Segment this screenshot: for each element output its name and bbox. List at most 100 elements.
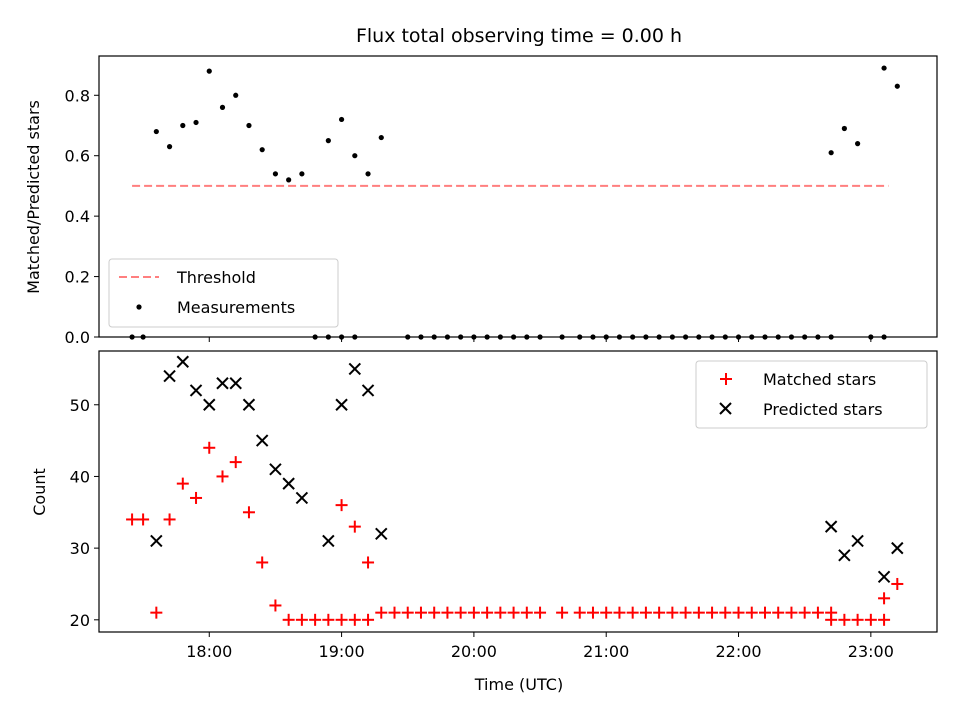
measurement-point	[206, 68, 212, 74]
measurement-point	[180, 122, 186, 129]
figure-title: Flux total observing time = 0.00 h	[356, 25, 682, 47]
measurement-point	[458, 334, 464, 340]
matched-star-point	[878, 592, 891, 605]
matched-star-point	[772, 606, 785, 619]
matched-star-point	[758, 606, 771, 619]
measurement-point	[590, 334, 596, 340]
predicted-star-stroke-b	[176, 355, 190, 368]
matched-star-point	[666, 606, 679, 619]
predicted-star-stroke-b	[838, 549, 851, 562]
predicted-star-stroke-b	[348, 362, 362, 376]
predicted-star-stroke-b	[851, 534, 864, 548]
matched-star-point	[441, 606, 454, 619]
predicted-star-stroke-b	[824, 520, 838, 533]
matched-star-point	[481, 606, 494, 619]
matched-star-point	[653, 606, 666, 619]
predicted-star-stroke-b	[322, 534, 335, 548]
matched-star-point	[295, 613, 308, 626]
matched-star-point	[613, 606, 626, 619]
legend-threshold-label: Threshold	[176, 268, 256, 287]
measurement-point	[630, 334, 636, 340]
measurement-point	[325, 334, 331, 340]
matched-star-point	[864, 613, 877, 626]
predicted-star-point	[838, 549, 851, 562]
measurement-point	[338, 116, 345, 123]
matched-star-point	[732, 606, 745, 619]
matched-star-point	[335, 499, 348, 512]
count-x-tick-label: 22:00	[715, 642, 761, 661]
measurement-point	[129, 334, 135, 340]
legend-measurements-swatch	[136, 304, 142, 310]
count-x-tick-label: 19:00	[319, 642, 365, 661]
predicted-star-stroke-b	[203, 398, 216, 411]
matched-star-point	[556, 606, 569, 619]
measurement-point	[299, 171, 305, 177]
count-marks	[126, 355, 904, 626]
measurement-point	[828, 334, 834, 340]
measurement-point	[365, 171, 371, 177]
predicted-star-stroke-b	[335, 398, 348, 411]
matched-star-point	[692, 606, 705, 619]
count-legend: Matched stars Predicted stars	[695, 360, 928, 429]
predicted-star-stroke-b	[189, 384, 203, 397]
predicted-star-point	[229, 377, 242, 390]
ratio-y-ticks: 0.0 0.2 0.4 0.6 0.8	[65, 86, 99, 347]
measurement-point	[246, 122, 252, 129]
predicted-star-point	[216, 377, 229, 390]
ratio-legend: Threshold Measurements	[108, 258, 339, 328]
measurement-point	[166, 144, 173, 150]
measurement-point	[616, 334, 623, 340]
matched-star-point	[745, 606, 758, 619]
measurement-point	[656, 334, 662, 340]
matched-star-point	[269, 599, 282, 612]
predicted-star-stroke-b	[891, 541, 904, 555]
matched-star-point	[851, 613, 864, 626]
matched-star-point	[414, 606, 427, 619]
matched-star-point	[811, 606, 824, 619]
measurement-point	[233, 92, 239, 98]
measurement-point	[881, 65, 887, 71]
measurement-point	[868, 334, 874, 340]
measurement-point	[841, 125, 847, 132]
matched-star-point	[573, 606, 586, 619]
measurement-point	[537, 334, 543, 340]
matched-star-point	[190, 491, 203, 504]
matched-star-point	[838, 613, 851, 626]
predicted-star-stroke-b	[282, 477, 295, 490]
measurement-point	[577, 334, 583, 340]
matched-star-point	[891, 577, 904, 590]
matched-star-point	[520, 606, 533, 619]
predicted-star-point	[203, 398, 216, 411]
predicted-star-point	[163, 369, 176, 383]
predicted-star-point	[824, 520, 838, 533]
matched-star-point	[362, 613, 375, 626]
measurement-point	[775, 334, 781, 340]
matched-star-point	[163, 513, 176, 526]
predicted-star-stroke-b	[216, 377, 229, 390]
predicted-star-stroke-b	[255, 434, 269, 447]
ratio-axes-frame	[98, 55, 938, 338]
predicted-star-stroke-b	[361, 384, 375, 397]
count-y-tick-label: 20	[70, 611, 90, 630]
legend-predicted-label: Predicted stars	[763, 400, 883, 419]
matched-star-point	[388, 606, 401, 619]
measurement-point	[894, 83, 900, 89]
predicted-star-point	[282, 477, 295, 490]
ratio-legend-box	[108, 258, 339, 328]
matched-star-point	[467, 606, 480, 619]
matched-star-point	[507, 606, 520, 619]
count-x-tick-label: 23:00	[848, 642, 894, 661]
count-x-tick-label: 21:00	[583, 642, 629, 661]
measurement-point	[524, 334, 530, 340]
measurement-point	[709, 334, 715, 340]
count-y-ticks: 20 30 40 50	[70, 396, 99, 630]
predicted-star-point	[891, 541, 904, 555]
matched-star-point	[586, 606, 599, 619]
count-y-tick-label: 30	[70, 539, 90, 558]
matched-star-point	[176, 477, 189, 490]
matched-star-point	[362, 556, 375, 569]
measurement-point	[669, 334, 675, 340]
measurement-point	[510, 334, 517, 340]
